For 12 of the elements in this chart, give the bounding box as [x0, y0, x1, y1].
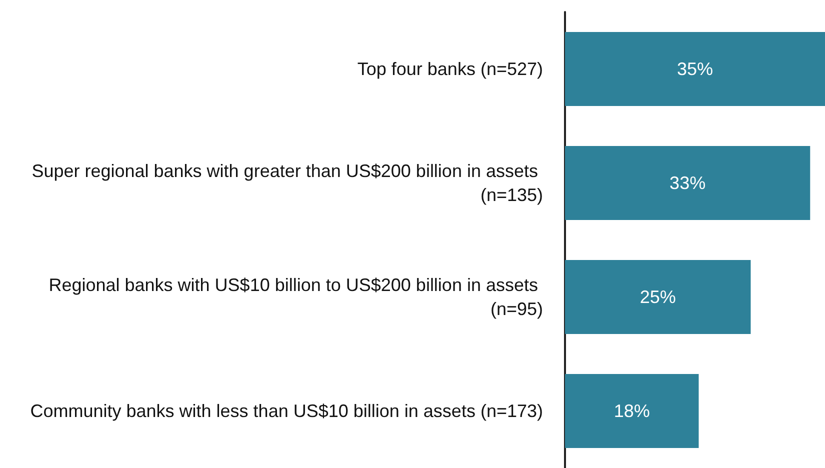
data-label: 18% — [614, 401, 650, 421]
data-label: 25% — [640, 287, 676, 307]
data-label: 33% — [670, 173, 706, 193]
bar — [565, 260, 751, 334]
y-tick-label: Top four banks (n=527) — [357, 59, 543, 79]
bar — [565, 32, 825, 106]
y-tick-label: Super regional banks with greater than US$200 billion in assets (n=135) — [32, 161, 543, 205]
data-label: 35% — [676, 59, 714, 79]
bar — [565, 374, 699, 448]
bar — [565, 146, 810, 220]
y-tick-label: Community banks with less than US$10 billion in assets (n=173) — [30, 401, 543, 421]
y-tick-label: Regional banks with US$10 billion to US$200 billion in assets (n=95) — [48, 275, 543, 319]
